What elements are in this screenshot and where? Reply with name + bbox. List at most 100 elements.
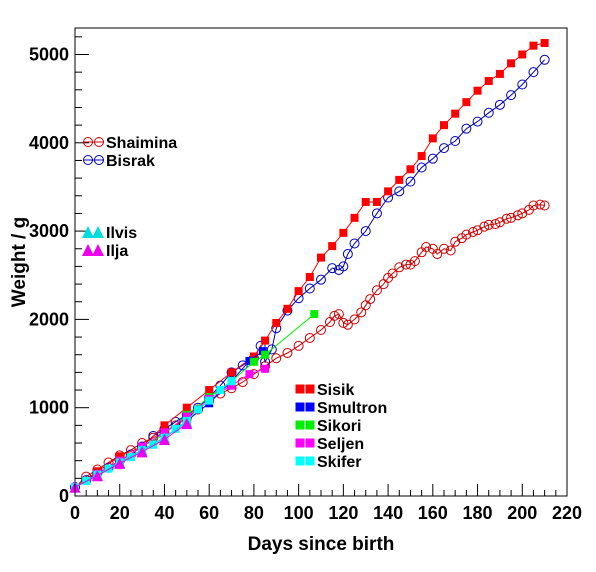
- legend-marker-sisik: [295, 384, 305, 394]
- point-shaimina: [479, 221, 490, 232]
- point-bisrak: [439, 143, 449, 154]
- point-bisrak: [226, 367, 237, 378]
- legend-label-skifer: Skifer: [317, 454, 361, 471]
- x-tick-label: 140: [373, 503, 403, 523]
- point-shaimina: [356, 307, 367, 318]
- point-ilja: [181, 418, 193, 430]
- point-shaimina: [445, 245, 456, 256]
- point-skifer: [171, 424, 180, 433]
- y-tick-label: 2000: [29, 309, 69, 329]
- legend-label-bisrak: Bisrak: [106, 153, 155, 170]
- point-shaimina: [400, 259, 411, 270]
- point-shaimina: [461, 229, 472, 240]
- point-bisrak: [506, 90, 517, 101]
- point-seljen: [261, 364, 270, 373]
- point-shaimina: [506, 212, 517, 223]
- legend-marker-seljen: [305, 438, 315, 448]
- point-sisik: [518, 50, 527, 59]
- point-shaimina: [490, 219, 501, 230]
- point-sisik: [339, 228, 348, 237]
- point-bisrak: [528, 67, 539, 78]
- legend-label-sisik: Sisik: [317, 382, 354, 399]
- point-shaimina: [494, 217, 505, 228]
- y-tick-label: 4000: [29, 133, 69, 153]
- x-tick-label: 200: [507, 503, 537, 523]
- point-sisik: [272, 318, 281, 327]
- series-layer: [69, 39, 550, 493]
- legend-label-shaimina: Shaimina: [106, 135, 177, 152]
- legend-label-smultron: Smultron: [317, 400, 387, 417]
- legend-marker-shaimina: [83, 137, 93, 147]
- y-tick-label: 1000: [29, 398, 69, 418]
- point-shaimina: [329, 310, 340, 321]
- point-sisik: [406, 165, 415, 174]
- legend-marker-ilvis: [82, 226, 94, 238]
- legend-marker-seljen: [295, 438, 305, 448]
- legend-marker-ilja: [82, 244, 94, 256]
- point-shaimina: [517, 208, 528, 219]
- point-sikori: [261, 350, 270, 359]
- point-shaimina: [342, 319, 353, 330]
- x-axis-title: Days since birth: [248, 534, 395, 555]
- x-tick-label: 20: [110, 503, 130, 523]
- point-shaimina: [271, 353, 282, 364]
- point-shaimina: [316, 324, 326, 335]
- point-shaimina: [237, 377, 248, 388]
- point-skifer: [227, 377, 236, 386]
- y-tick-label: 5000: [29, 44, 69, 64]
- x-tick-label: 160: [418, 503, 448, 523]
- point-bisrak: [539, 54, 550, 65]
- point-sisik: [261, 336, 270, 345]
- point-sisik: [294, 287, 303, 296]
- legend-marker-ilvis: [92, 226, 104, 238]
- point-shaimina: [528, 200, 539, 211]
- point-shaimina: [450, 236, 461, 247]
- legend-marker-sisik: [305, 384, 315, 394]
- point-ilja: [114, 457, 126, 469]
- point-bisrak: [494, 99, 505, 110]
- point-shaimina: [371, 285, 382, 296]
- point-bisrak: [450, 136, 461, 147]
- point-shaimina: [387, 268, 398, 279]
- point-ilja: [136, 446, 148, 458]
- point-bisrak: [461, 123, 472, 134]
- point-shaimina: [409, 256, 420, 267]
- legend-marker-ilja: [92, 244, 104, 256]
- x-tick-label: 80: [244, 503, 264, 523]
- point-bisrak: [405, 176, 416, 187]
- legend-marker-shaimina: [94, 137, 104, 147]
- point-bisrak: [416, 162, 427, 173]
- x-tick-label: 100: [284, 503, 314, 523]
- point-bisrak: [338, 261, 349, 272]
- point-sisik: [361, 197, 370, 206]
- point-shaimina: [512, 210, 523, 221]
- point-shaimina: [338, 317, 349, 328]
- point-bisrak: [517, 79, 528, 90]
- point-shaimina: [468, 226, 479, 237]
- point-shaimina: [472, 225, 483, 236]
- axes-layer: 0 20 40 60 80 100 120 140 160 180 200 220 0 1000 2000 3…: [29, 36, 582, 523]
- point-bisrak: [371, 208, 382, 219]
- point-sisik: [205, 386, 214, 395]
- y-tick-label: 3000: [29, 221, 69, 241]
- legend-label-sikori: Sikori: [317, 418, 361, 435]
- point-bisrak: [472, 116, 483, 127]
- point-sisik: [305, 273, 314, 282]
- point-bisrak: [342, 249, 353, 260]
- point-shaimina: [293, 340, 304, 351]
- series-line-seljen: [74, 368, 266, 488]
- legend-marker-bisrak: [83, 155, 93, 165]
- point-sikori: [310, 310, 319, 319]
- point-shaimina: [501, 213, 512, 224]
- point-shaimina: [539, 200, 550, 211]
- point-sisik: [462, 98, 471, 107]
- point-shaimina: [365, 294, 376, 305]
- x-tick-label: 0: [70, 503, 80, 523]
- point-skifer: [149, 440, 158, 449]
- point-sisik: [440, 121, 448, 130]
- point-shaimina: [304, 332, 315, 343]
